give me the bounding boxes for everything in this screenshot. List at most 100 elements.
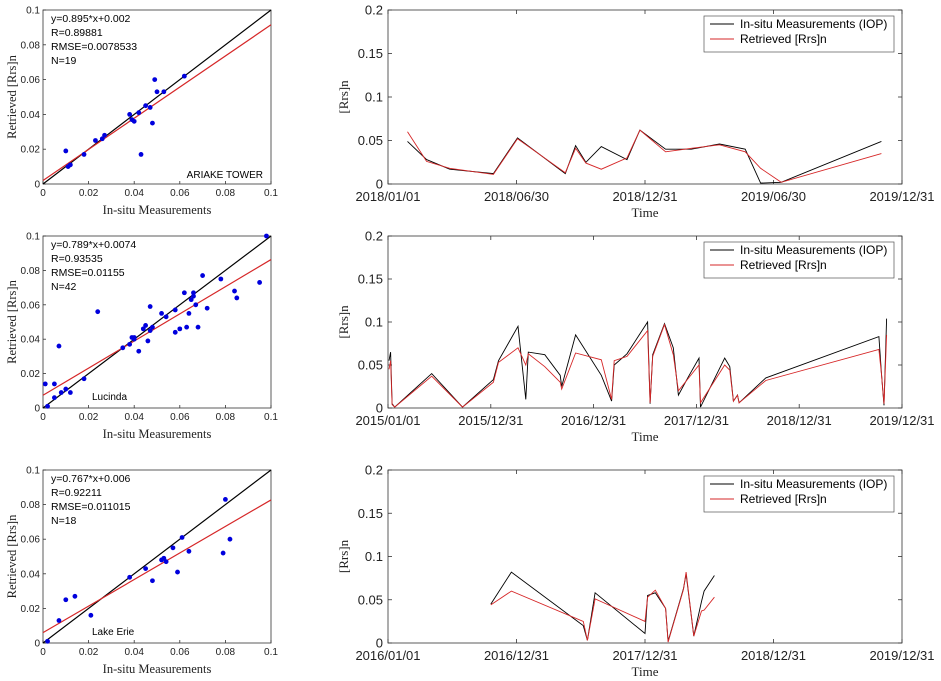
x-axis-label: In-situ Measurements [103, 203, 212, 217]
data-point [81, 152, 87, 157]
data-point [227, 536, 233, 542]
x-tick-label: 0.1 [264, 647, 278, 658]
data-point [200, 273, 206, 278]
data-point [204, 305, 210, 311]
x-tick-label: 2015/01/01 [355, 413, 420, 428]
data-point [184, 324, 190, 330]
series-line-in-situ [490, 571, 715, 642]
data-point [152, 77, 158, 82]
scatter-panel-2: 0 0.02 0.04 0.06 0.08 0.1 0 0.02 0.04 0.06 0.08 0.1… [5, 466, 278, 677]
x-tick-label: 0.08 [216, 412, 236, 423]
data-point [172, 329, 178, 335]
y-tick-label: 0.1 [26, 466, 40, 477]
data-point [52, 381, 57, 387]
x-tick-label: 0.04 [124, 188, 144, 199]
data-point [93, 138, 98, 143]
data-point [191, 290, 196, 296]
site-label: Lake Erie [92, 627, 135, 638]
data-point [147, 304, 153, 309]
data-point [143, 103, 149, 109]
data-point [220, 550, 226, 556]
y-tick-label: 0.05 [358, 358, 383, 373]
x-tick-label: 0 [40, 412, 46, 423]
x-tick-label: 0.1 [264, 412, 278, 423]
regression-line [42, 259, 272, 396]
legend-label: Retrieved [Rrs]n [740, 32, 827, 46]
timeseries-panel-2: 2016/01/01 2016/12/31 2017/12/31 2018/12/31… [336, 463, 935, 680]
data-point [67, 162, 73, 168]
data-point [52, 395, 57, 401]
data-point [223, 497, 228, 502]
x-tick-label: 0.08 [216, 647, 236, 658]
x-tick-label: 2016/01/01 [355, 648, 420, 663]
timeseries-panel-1: 2015/01/01 2015/12/31 2016/12/31 2017/12/31… [336, 229, 935, 445]
stat-line: N=19 [51, 55, 77, 67]
data-point [127, 574, 133, 580]
one-to-one-line [42, 235, 272, 409]
y-tick-label: 0 [34, 404, 40, 415]
y-tick-label: 0.02 [21, 145, 41, 156]
stat-line: R=0.93535 [51, 253, 103, 265]
data-point [172, 307, 178, 313]
y-tick-label: 0.15 [358, 506, 383, 521]
data-point [127, 112, 133, 117]
stat-line: RMSE=0.01155 [51, 267, 125, 279]
scatter-panel-0: 0 0.02 0.04 0.06 0.08 0.1 0 0.02 0.04 0.06 0.08 0.1… [5, 6, 278, 218]
x-tick-label: 2015/12/31 [458, 413, 523, 428]
data-point [143, 323, 149, 328]
y-tick-label: 0.2 [365, 229, 383, 244]
data-point [95, 309, 101, 315]
y-tick-label: 0.1 [26, 6, 40, 17]
x-axis-label: Time [632, 429, 659, 444]
y-tick-label: 0.05 [358, 592, 383, 607]
x-tick-label: 2018/12/31 [612, 189, 677, 204]
legend: In-situ Measurements (IOP)Retrieved [Rrs… [703, 15, 895, 53]
x-tick-label: 2019/12/31 [869, 648, 934, 663]
data-point [131, 336, 137, 342]
data-point [143, 566, 149, 572]
data-point [42, 381, 48, 387]
data-point [72, 593, 78, 599]
data-point [140, 326, 146, 332]
data-point [63, 148, 69, 154]
data-point [63, 597, 69, 603]
x-tick-label: 2019/12/31 [869, 413, 934, 428]
data-point [181, 290, 187, 296]
data-point [58, 390, 64, 395]
data-point [145, 338, 151, 344]
stat-line: RMSE=0.0078533 [51, 41, 137, 53]
y-tick-label: 0.08 [21, 40, 41, 51]
one-to-one-line [42, 469, 272, 644]
y-tick-label: 0 [34, 180, 40, 191]
y-tick-label: 0.05 [358, 133, 383, 148]
data-point [136, 348, 142, 354]
x-tick-label: 0.02 [79, 647, 99, 658]
stat-line: R=0.92211 [51, 487, 102, 499]
y-tick-label: 0.08 [21, 500, 41, 511]
data-point [193, 302, 199, 308]
y-tick-label: 0 [376, 401, 383, 416]
data-point [218, 276, 224, 282]
x-tick-label: 0.02 [79, 188, 99, 199]
data-point [163, 314, 169, 320]
data-point [195, 324, 201, 330]
timeseries-panel-0: 2018/01/01 2018/06/30 2018/12/31 2019/06/30… [336, 3, 935, 221]
y-tick-label: 0.04 [21, 335, 41, 346]
y-tick-label: 0.2 [365, 463, 383, 478]
legend-label: In-situ Measurements (IOP) [740, 243, 887, 257]
data-point [161, 555, 167, 561]
y-axis-label: Retrieved [Rrs]n [5, 514, 19, 598]
legend-label: In-situ Measurements (IOP) [740, 17, 887, 31]
x-axis-label: In-situ Measurements [103, 662, 212, 676]
data-point [188, 297, 194, 303]
x-tick-label: 0.06 [170, 412, 190, 423]
y-tick-label: 0.1 [365, 315, 383, 330]
data-point [150, 578, 155, 584]
data-point [191, 293, 196, 299]
stat-line: N=42 [51, 281, 77, 293]
stat-line: y=0.767*x+0.006 [51, 473, 131, 485]
stat-line: R=0.89881 [51, 27, 103, 39]
scatter-panel-1: 0 0.02 0.04 0.06 0.08 0.1 0 0.02 0.04 0.06 0.08 0.1… [5, 232, 278, 442]
data-point [186, 311, 192, 316]
